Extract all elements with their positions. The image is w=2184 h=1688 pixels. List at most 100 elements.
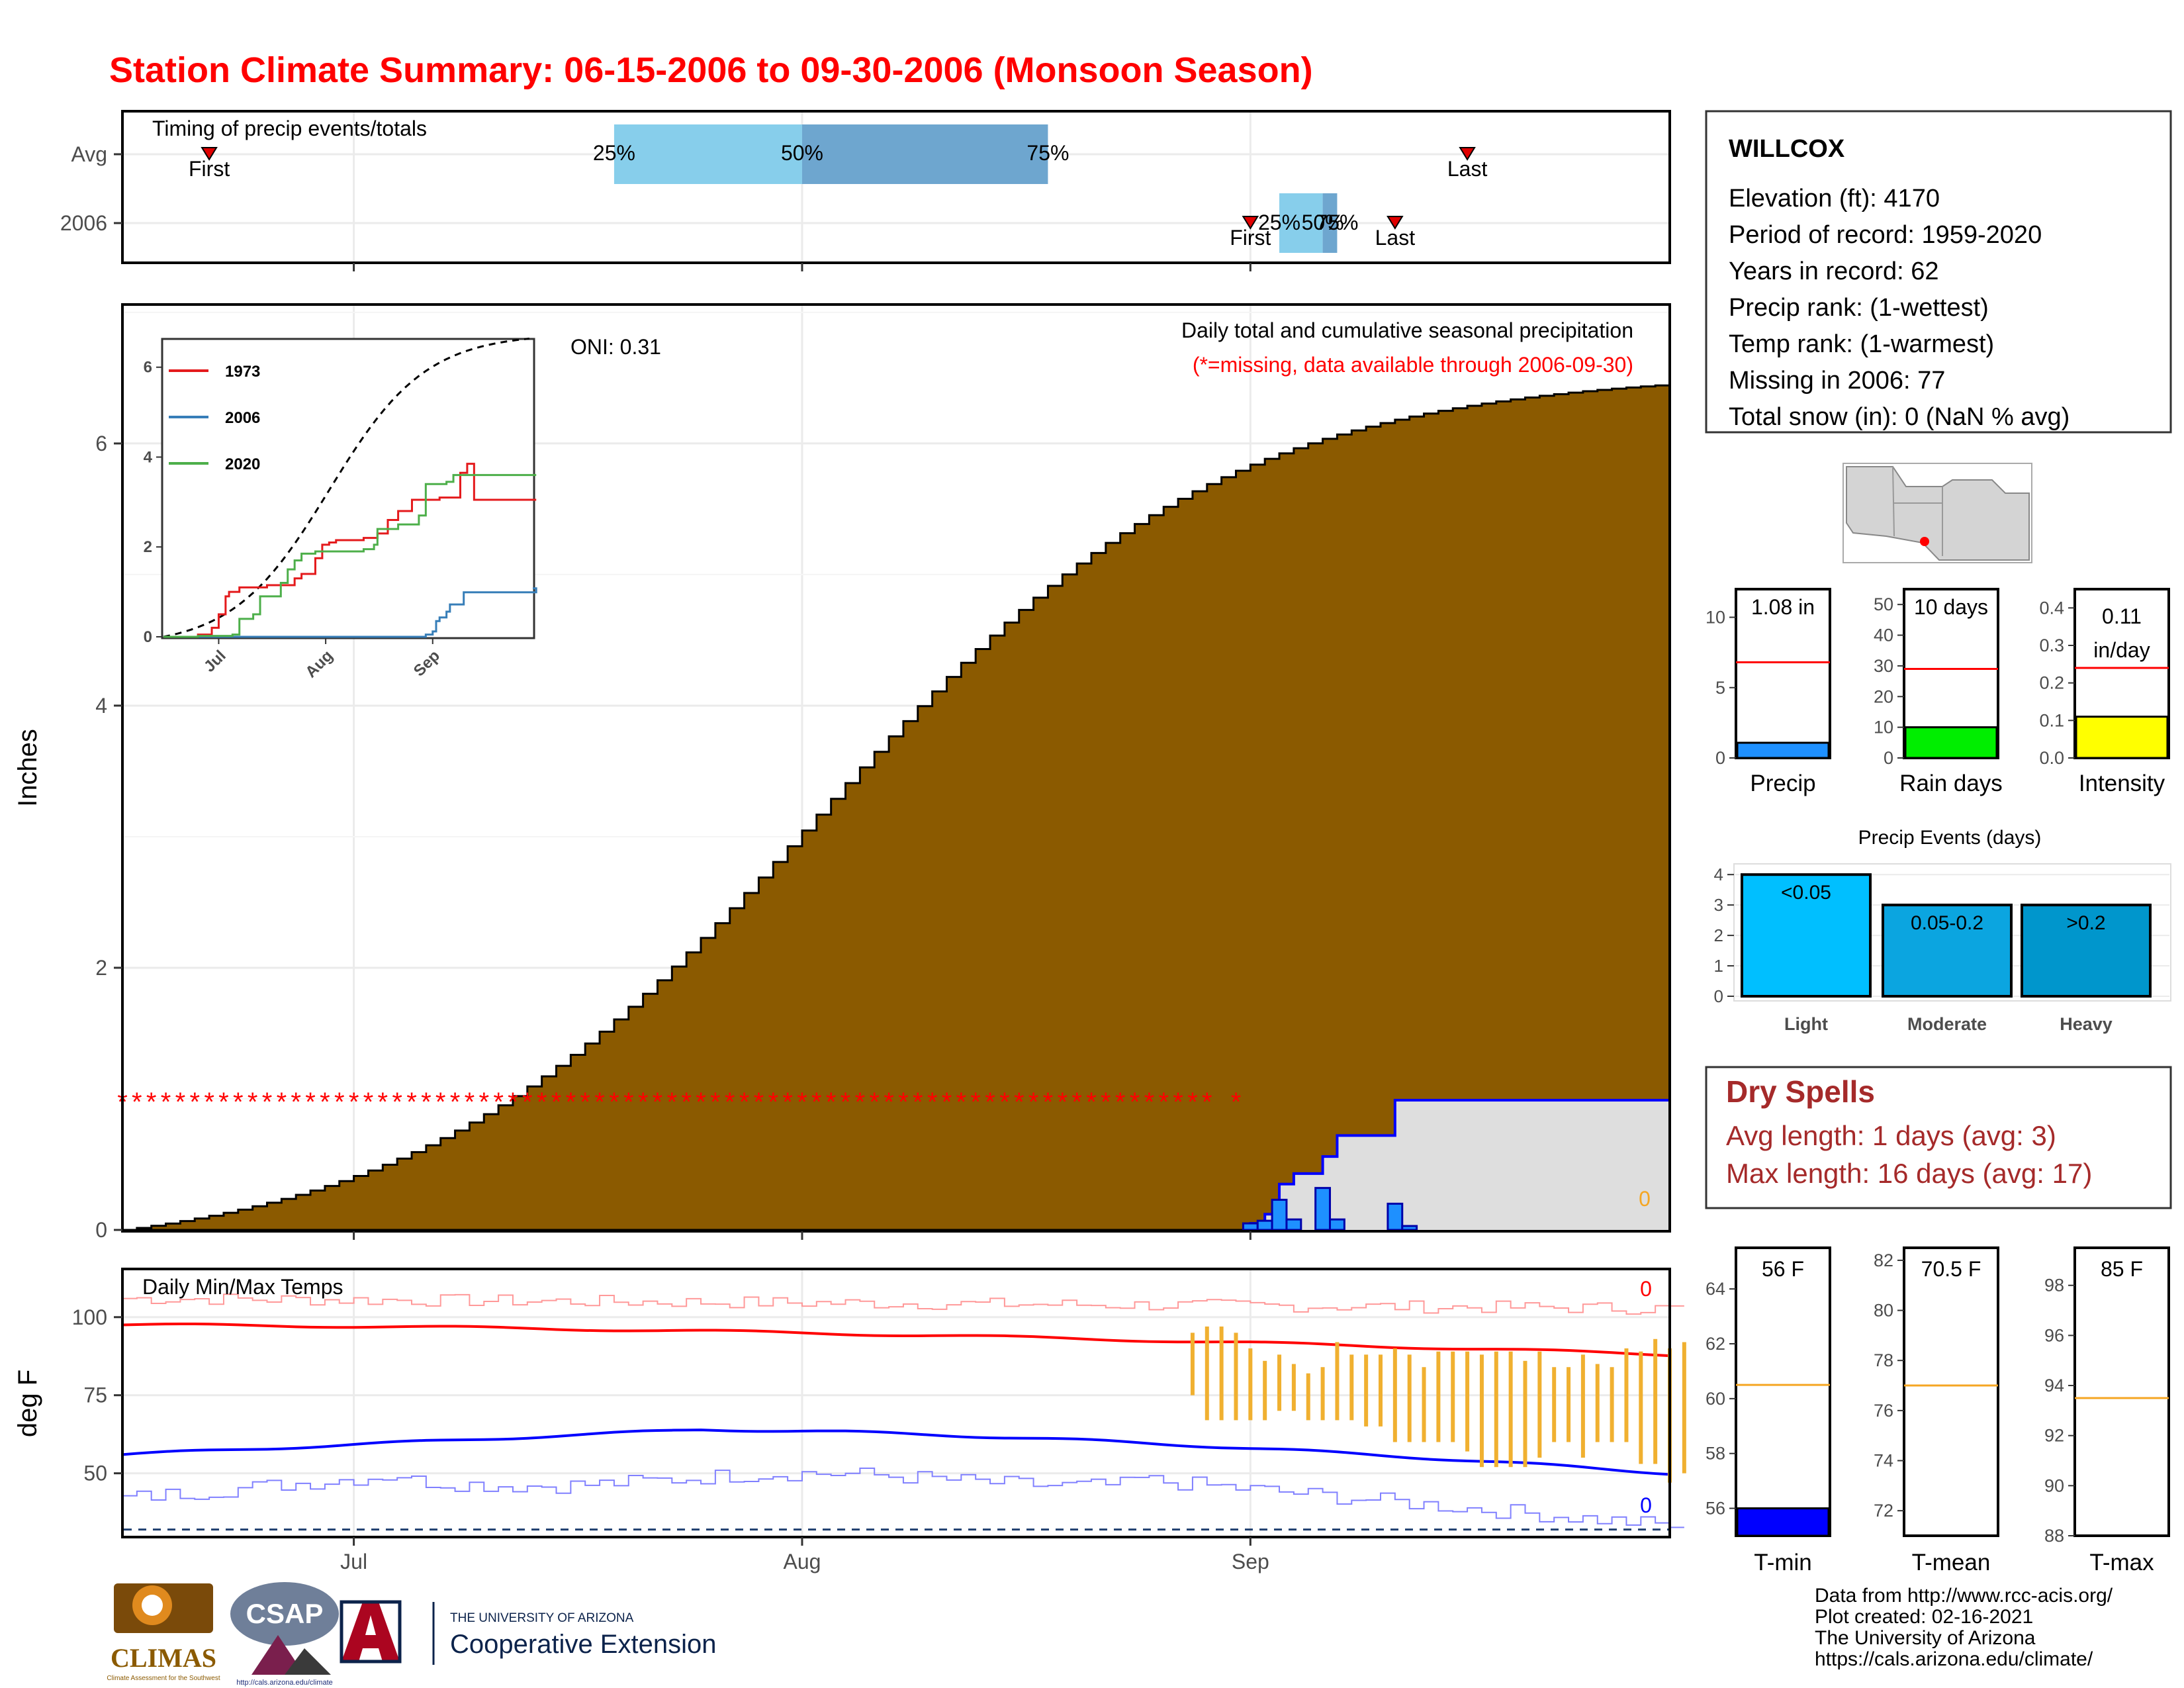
events-ytick-label: 2 [1714, 925, 1723, 945]
inset-ytick-label: 2 [144, 538, 152, 556]
missing-day-marker: * [739, 1088, 750, 1117]
climas-logo: CLIMAS Climate Assessment for the Southw… [107, 1583, 220, 1682]
daily-temp-range-bar [1508, 1351, 1513, 1468]
temp-bar-label: T-min [1754, 1550, 1812, 1575]
summary-bar-label: Intensity [2079, 771, 2165, 796]
missing-day-marker: * [1101, 1088, 1111, 1117]
missing-day-marker: * [450, 1088, 461, 1117]
credit-line-2: Plot created: 02-16-2021 [1815, 1606, 2033, 1628]
dry-spells-avg: Avg length: 1 days (avg: 3) [1726, 1120, 2056, 1151]
temp-panel: 50 75 100 Daily Min/Max Temps deg F 0 0 Ju… [13, 263, 1686, 1573]
daily-temp-range-bar [1479, 1354, 1484, 1468]
missing-day-marker: * [161, 1088, 171, 1117]
temp-bar-value-text: 70.5 F [1921, 1257, 1981, 1281]
precip-ytick-label: 6 [95, 432, 107, 455]
events-bar-label: Heavy [2060, 1014, 2113, 1034]
timing-bar-lower [614, 124, 802, 184]
daily-temp-range-bar [1364, 1354, 1369, 1427]
daily-temp-range-bar [1523, 1360, 1527, 1468]
missing-day-marker: * [320, 1088, 330, 1117]
events-title: Precip Events (days) [1858, 827, 2042, 849]
daily-temp-range-bar [1595, 1364, 1600, 1442]
daily-precip-bar [1329, 1218, 1345, 1231]
daily-temp-range-bar [1219, 1326, 1224, 1421]
record-max-line [122, 1293, 1684, 1315]
inset-ytick-label: 6 [144, 359, 152, 377]
summary-bar-ytick-label: 40 [1874, 626, 1893, 645]
missing-day-marker: * [508, 1088, 518, 1117]
summary-bar-value-text: 10 days [1914, 595, 1988, 619]
ua-name: THE UNIVERSITY OF ARIZONA [450, 1611, 634, 1625]
summary-bar-value [1904, 726, 1998, 759]
timing-bar-lower [1279, 193, 1323, 253]
temp-bar-label: T-mean [1912, 1550, 1991, 1575]
timing-marker [201, 147, 218, 161]
timing-pct-label: 50% [1302, 211, 1344, 234]
csap-logo: CSAP http://cals.arizona.edu/climate [230, 1582, 339, 1687]
missing-day-marker: * [305, 1088, 316, 1117]
daily-precip-bar [1387, 1202, 1404, 1231]
ua-logo: THE UNIVERSITY OF ARIZONA Cooperative Ex… [340, 1600, 716, 1665]
missing-day-marker: * [826, 1088, 837, 1117]
missing-day-marker: * [1115, 1088, 1126, 1117]
temp-ylabel: deg F [13, 1370, 42, 1437]
temp-max-flag: 0 [1640, 1277, 1652, 1301]
missing-day-marker: * [927, 1088, 938, 1117]
missing-day-marker: * [609, 1088, 619, 1117]
credit-line-4: https://cals.arizona.edu/climate/ [1815, 1648, 2093, 1670]
inset-legend-label: 2006 [225, 409, 260, 427]
timing-marker-label: First [1230, 226, 1271, 250]
temp-bar-ytick-label: 76 [1874, 1401, 1893, 1421]
summary-bar-label: Rain days [1899, 771, 2003, 796]
temperature-summary-bars: 56 F 56 58 60 62 64 T-min 70.5 F 72 74 76 78 80 82 T-m… [1706, 1246, 2170, 1575]
timing-bar-upper [1322, 193, 1338, 253]
daily-temp-range-bar [1277, 1354, 1282, 1411]
summary-bar-ytick-label: 50 [1874, 594, 1893, 614]
timing-row-avg: Avg [71, 142, 107, 166]
missing-day-marker: * [1057, 1088, 1068, 1117]
missing-day-marker: * [1144, 1088, 1155, 1117]
missing-day-marker: * [623, 1088, 634, 1117]
daily-temp-range-bar [1378, 1354, 1383, 1427]
precip-header: Daily total and cumulative seasonal prec… [1181, 318, 1633, 342]
summary-bar-ytick-label: 30 [1874, 656, 1893, 676]
missing-day-marker: * [841, 1088, 851, 1117]
missing-day-marker: * [378, 1088, 388, 1117]
timing-marker-label: Last [1375, 226, 1416, 250]
missing-day-marker: * [999, 1088, 1010, 1117]
timing-pct-label: 25% [1258, 211, 1300, 234]
temp-bar-ytick-label: 94 [2044, 1376, 2064, 1395]
temp-bar-ytick-label: 80 [1874, 1301, 1893, 1321]
timing-row-2006: 2006 [60, 211, 107, 235]
events-bar [2021, 904, 2152, 998]
station-info-box: WILLCOX Elevation (ft): 4170 Period of re… [1705, 110, 2172, 434]
missing-day-marker: * [594, 1088, 605, 1117]
timing-pct-label: 50% [781, 141, 823, 165]
summary-bar-ytick-label: 0.0 [2039, 748, 2064, 768]
inset-ytick-label: 4 [144, 448, 153, 466]
locator-map [1843, 463, 2032, 563]
summary-bar-ytick-label: 5 [1715, 678, 1725, 698]
precip-panel: * * * * * * * * * * * * * * * * * * * * * * * * * * * * * * * * * * * * * * * *… [13, 303, 1671, 1242]
cumulative-2006-line [1249, 1087, 1671, 1230]
daily-temp-range-bar [1436, 1351, 1441, 1442]
missing-day-marker: * [551, 1088, 562, 1117]
inset-legend-label: 2020 [225, 455, 260, 473]
summary-bar-frame [1735, 588, 1831, 759]
missing-day-marker: * [233, 1088, 244, 1117]
timing-marker-label: First [189, 157, 230, 181]
missing-day-marker: * [1158, 1088, 1169, 1117]
summary-bar-ytick-label: 0 [1715, 748, 1725, 768]
temp-ytick-label: 75 [83, 1383, 107, 1407]
missing-day-marker: * [478, 1088, 489, 1117]
dry-spells-max: Max length: 16 days (avg: 17) [1726, 1158, 2092, 1189]
csap-url: http://cals.arizona.edu/climate [236, 1679, 333, 1687]
timing-pct-label: 25% [593, 141, 635, 165]
dry-spells-box: Dry Spells Avg length: 1 days (avg: 3) M… [1705, 1066, 2172, 1209]
summary-bar-ytick-label: 0.1 [2039, 710, 2064, 730]
summary-bar-ytick-label: 0.2 [2039, 673, 2064, 693]
temp-bar-ytick-label: 60 [1706, 1389, 1725, 1409]
station-info-line: Missing in 2006: 77 [1729, 367, 1945, 395]
events-bar-label: Moderate [1907, 1014, 1987, 1034]
